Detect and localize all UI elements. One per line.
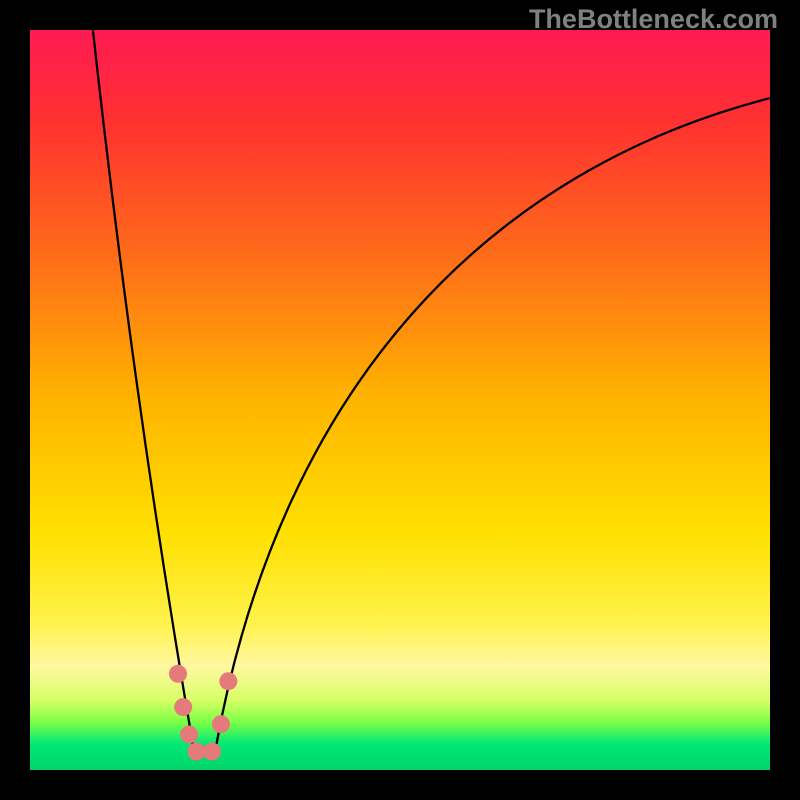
gradient-background [30, 30, 770, 770]
chart-container: TheBottleneck.com [0, 0, 800, 800]
marker-point [174, 698, 192, 716]
marker-point [169, 665, 187, 683]
marker-point [212, 715, 230, 733]
marker-point [219, 672, 237, 690]
marker-point [203, 743, 221, 761]
chart-svg [30, 30, 770, 770]
plot-area [30, 30, 770, 770]
marker-point [180, 725, 198, 743]
marker-point [188, 743, 206, 761]
